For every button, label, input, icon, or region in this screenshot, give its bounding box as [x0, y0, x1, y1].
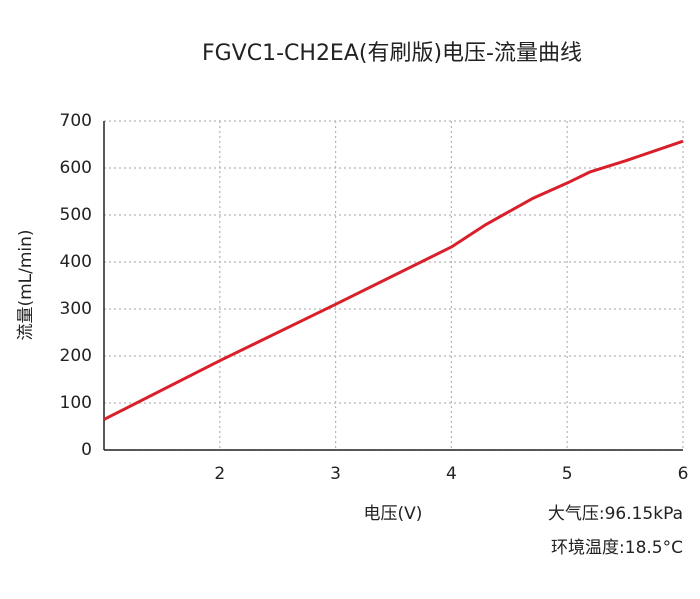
y-tick-label: 0 — [81, 440, 92, 460]
x-tick-label: 3 — [330, 464, 341, 484]
data-line — [103, 139, 684, 421]
annotation: 大气压:96.15kPa — [548, 504, 683, 524]
chart-title: FGVC1-CH2EA(有刷版)电压-流量曲线 — [202, 41, 582, 66]
annotation: 环境温度:18.5°C — [551, 538, 683, 558]
x-tick-label: 2 — [214, 464, 225, 484]
y-tick-label: 500 — [60, 205, 92, 225]
x-axis-label: 电压(V) — [364, 504, 423, 524]
x-tick-label: 4 — [446, 464, 457, 484]
y-tick-label: 600 — [60, 158, 92, 178]
x-tick-label: 6 — [678, 464, 689, 484]
y-tick-label: 100 — [60, 393, 92, 413]
x-tick-label: 5 — [562, 464, 573, 484]
y-tick-label: 700 — [60, 111, 92, 131]
y-axis-label: 流量(mL/min) — [16, 229, 36, 340]
y-tick-label: 200 — [60, 346, 92, 366]
y-tick-label: 300 — [60, 299, 92, 319]
y-tick-label: 400 — [60, 252, 92, 272]
